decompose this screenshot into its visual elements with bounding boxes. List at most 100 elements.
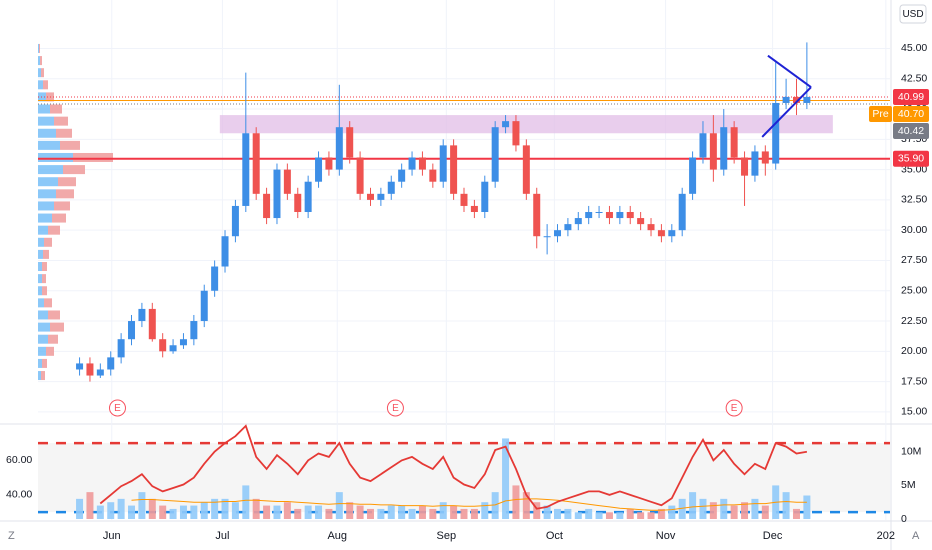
volume-bar: [543, 505, 551, 519]
candle-body: [294, 193, 302, 212]
candle-body: [668, 230, 676, 237]
candle-body: [626, 212, 634, 219]
zone: [219, 115, 833, 134]
candle-body: [657, 230, 665, 237]
profile-up: [38, 286, 42, 296]
volume-bar: [159, 505, 167, 519]
volume-bar: [761, 505, 769, 519]
candle-body: [699, 133, 707, 158]
profile-up: [38, 274, 42, 284]
candle-body: [585, 212, 593, 219]
candle-body: [543, 236, 551, 238]
candle-body: [803, 96, 811, 103]
volume-bar: [429, 508, 437, 519]
zoom-icon[interactable]: Z: [8, 530, 15, 542]
volume-bar: [595, 512, 603, 519]
candle-body: [408, 157, 416, 170]
volume-bar: [190, 505, 198, 519]
volume-bar: [637, 512, 645, 519]
volume-bar: [107, 502, 115, 519]
profile-down: [43, 80, 48, 90]
volume-bar: [751, 498, 759, 519]
volume-bar: [439, 502, 447, 519]
x-tick-label: Jun: [103, 530, 121, 542]
volume-bar: [325, 508, 333, 519]
auto-scale-button[interactable]: A: [912, 530, 920, 542]
candle-body: [709, 133, 717, 170]
volume-bar: [626, 508, 634, 519]
y-tick-label: 32.50: [901, 194, 927, 206]
volume-bar: [502, 438, 510, 519]
volume-bar: [647, 512, 655, 519]
candle-body: [460, 193, 468, 206]
profile-up: [38, 68, 41, 78]
indicator-line: [99, 424, 808, 510]
earnings-marker: [725, 399, 743, 417]
candle-body: [512, 121, 520, 146]
candle-body: [782, 96, 790, 103]
volume-bar: [470, 508, 478, 519]
candle-body: [387, 181, 395, 194]
candle-body: [148, 308, 156, 340]
profile-up: [38, 346, 46, 356]
profile-up: [38, 116, 54, 126]
candle-body: [231, 205, 239, 237]
profile-down: [58, 177, 76, 187]
currency-button[interactable]: [899, 4, 927, 24]
profile-down: [44, 298, 52, 308]
volume-bar: [689, 492, 697, 519]
volume-bar: [398, 505, 406, 519]
candle-body: [138, 308, 146, 322]
candle-body: [117, 339, 125, 358]
volume-ma: [131, 498, 807, 511]
profile-up: [38, 177, 58, 187]
volume-bar: [273, 505, 281, 519]
price-badge: [893, 89, 929, 106]
y-tick-label: 25.00: [901, 285, 927, 297]
volume-bar: [668, 505, 676, 519]
volume-bar: [678, 498, 686, 519]
profile-up: [38, 201, 54, 211]
candle-body: [200, 290, 208, 322]
volume-bar: [408, 508, 416, 519]
volume-bar: [366, 508, 374, 519]
candle-body: [398, 169, 406, 182]
indicator-tick-label: 40.00: [6, 489, 32, 501]
price-badge: [893, 106, 929, 123]
candle-body: [377, 193, 385, 200]
y-tick-label: 20.00: [901, 345, 927, 357]
currency: USD: [902, 9, 923, 20]
x-tick-label: Jul: [215, 530, 229, 542]
candle-body: [574, 218, 582, 225]
profile-down: [41, 371, 45, 381]
profile-down: [52, 213, 66, 223]
profile-up: [38, 140, 60, 150]
candle-body: [273, 169, 281, 219]
tag-label: Pre: [872, 108, 889, 120]
candle-body: [315, 157, 323, 182]
profile-up: [38, 128, 56, 138]
candle-body: [647, 224, 655, 231]
candle-body: [179, 339, 187, 346]
candle-body: [502, 121, 510, 128]
volume-bar: [242, 485, 250, 519]
volume-tick-label: 0: [901, 513, 907, 525]
y-tick-label: 22.50: [901, 315, 927, 327]
volume-bar: [709, 502, 717, 519]
volume-bar: [231, 502, 239, 519]
profile-down: [39, 43, 40, 53]
candle-body: [356, 157, 364, 194]
profile-down: [50, 104, 62, 114]
x-tick-label: Aug: [327, 530, 347, 542]
profile-down: [48, 334, 58, 344]
volume-bar: [450, 505, 458, 519]
volume-bar: [574, 512, 582, 519]
volume-bar: [294, 508, 302, 519]
candle-body: [792, 96, 800, 103]
volume-bar: [741, 502, 749, 519]
candle-body: [169, 345, 177, 352]
profile-down: [41, 68, 44, 78]
profile-down: [54, 116, 68, 126]
candle-body: [76, 363, 84, 370]
